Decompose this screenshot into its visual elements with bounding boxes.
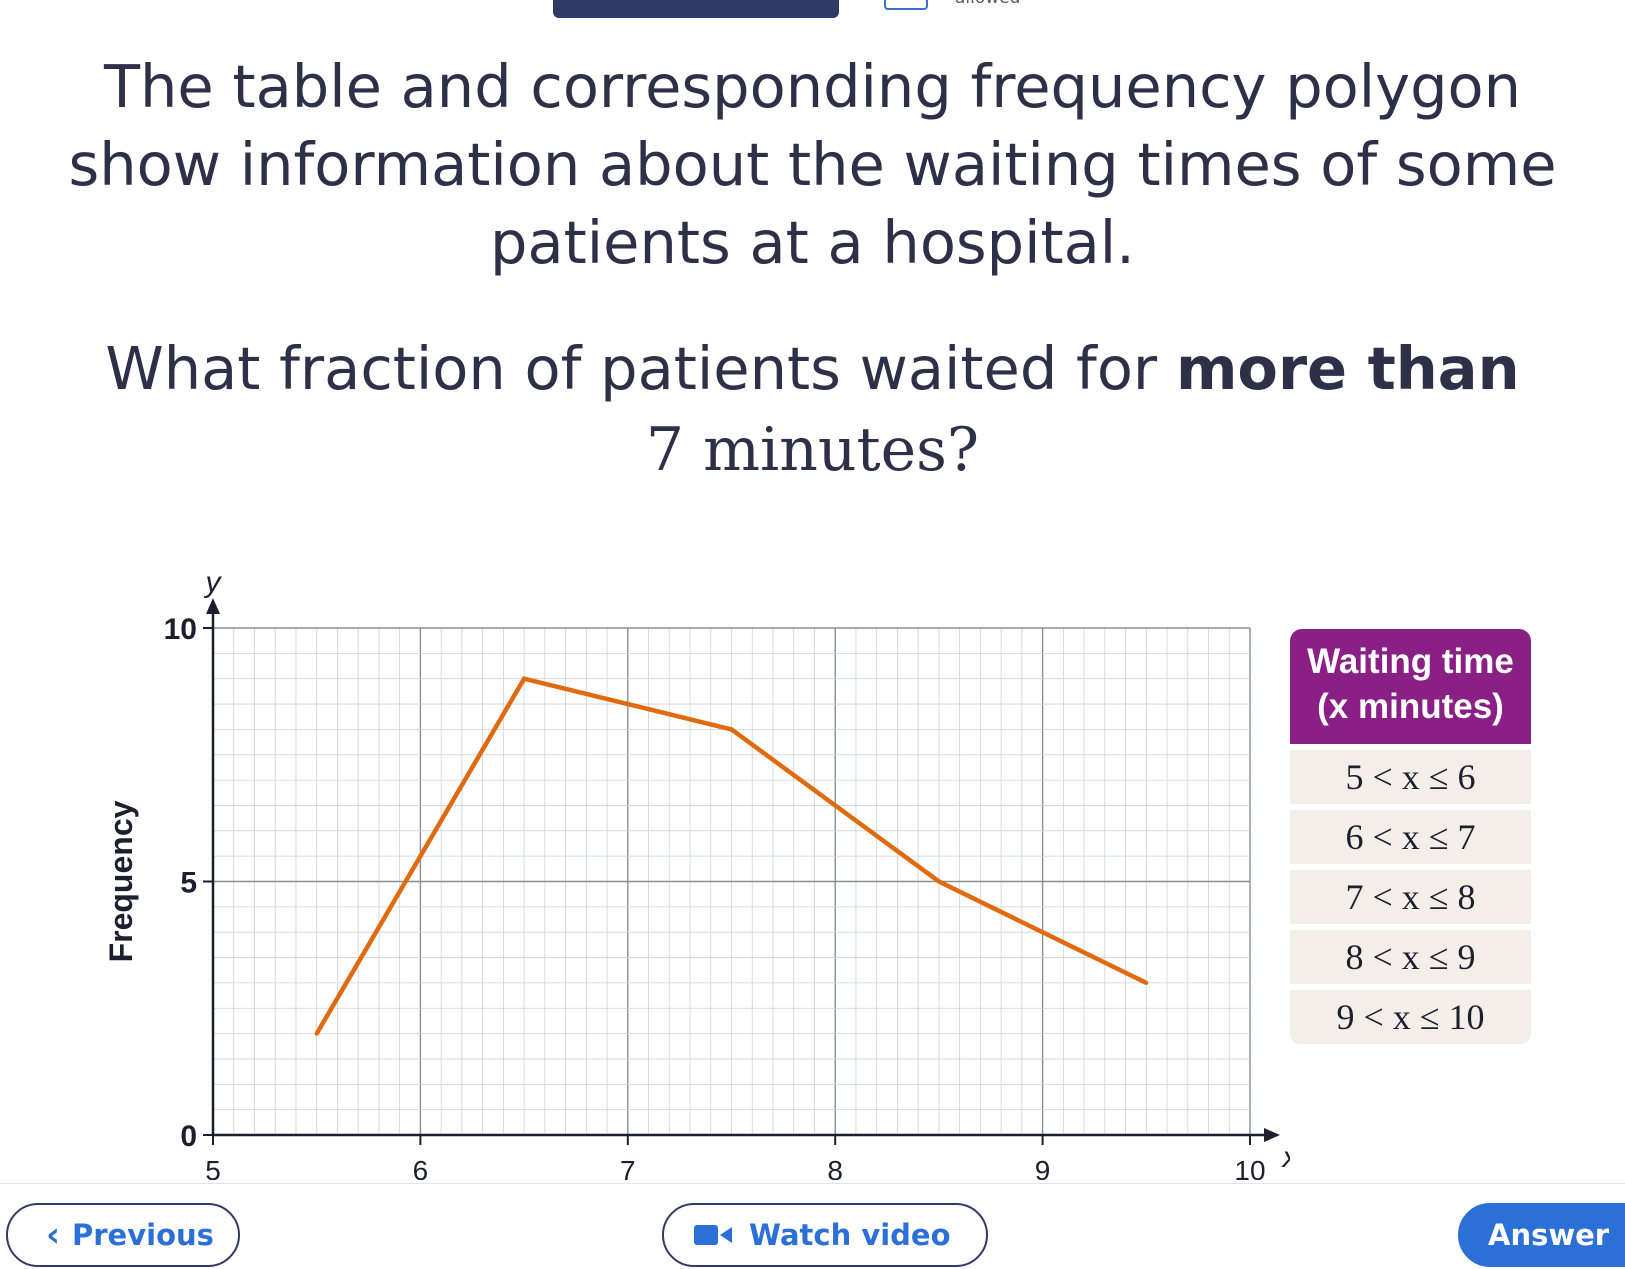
calculator-status: allowed xyxy=(955,0,1020,8)
y-tick-label: 5 xyxy=(180,867,197,900)
frequency-polygon-chart: 56789100510xyFrequency xyxy=(103,566,1290,1180)
y-axis-label: y xyxy=(204,566,223,599)
question-intro: The table and corresponding frequency po… xyxy=(68,52,1557,277)
table-header: Waiting time (x minutes) xyxy=(1290,629,1531,744)
answer-button[interactable]: Answer xyxy=(1458,1203,1625,1267)
table-header-line2: (x minutes) xyxy=(1317,687,1504,726)
x-tick-label: 6 xyxy=(413,1155,429,1180)
previous-button[interactable]: ‹ Previous xyxy=(6,1203,240,1267)
chart-series xyxy=(314,676,1149,1036)
table-row: 7 < x ≤ 8 xyxy=(1290,870,1531,924)
x-tick-label: 9 xyxy=(1035,1155,1051,1180)
watch-video-button[interactable]: Watch video xyxy=(662,1203,988,1267)
x-tick-label: 10 xyxy=(1234,1155,1265,1180)
chevron-left-icon: ‹ xyxy=(46,1215,61,1255)
previous-button-label: Previous xyxy=(72,1218,214,1252)
video-camera-lens-icon xyxy=(720,1227,732,1243)
answer-button-label: Answer xyxy=(1488,1218,1610,1252)
x-axis-arrow xyxy=(1264,1128,1280,1142)
x-tick-label: 5 xyxy=(205,1155,221,1180)
waiting-time-table: Waiting time (x minutes) 5 < x ≤ 6 6 < x… xyxy=(1290,629,1531,1044)
calculator-icon xyxy=(884,0,928,10)
table-row: 9 < x ≤ 10 xyxy=(1290,990,1531,1044)
chart-axes xyxy=(203,598,1280,1145)
y-tick-label: 0 xyxy=(180,1120,197,1153)
data-point xyxy=(522,676,527,681)
y-tick-label: 10 xyxy=(164,613,197,646)
progress-bar xyxy=(553,0,839,18)
table-row: 5 < x ≤ 6 xyxy=(1290,750,1531,804)
y-axis-title: Frequency xyxy=(103,800,139,962)
table-row: 8 < x ≤ 9 xyxy=(1290,930,1531,984)
table-header-line1: Waiting time xyxy=(1307,642,1514,681)
question-prompt-text: What fraction of patients waited for xyxy=(105,334,1176,403)
data-point xyxy=(1144,980,1149,985)
question-prompt: What fraction of patients waited for mor… xyxy=(30,330,1595,408)
x-tick-label: 8 xyxy=(827,1155,843,1180)
watch-video-label: Watch video xyxy=(749,1218,951,1252)
question-prompt-emphasis: more than xyxy=(1175,334,1520,403)
footer-divider xyxy=(0,1183,1625,1184)
data-point xyxy=(314,1031,319,1036)
data-point xyxy=(936,879,941,884)
x-axis-label: x xyxy=(1281,1141,1291,1174)
question-prompt-end: 7 minutes? xyxy=(645,415,980,485)
x-tick-label: 7 xyxy=(620,1155,636,1180)
video-camera-icon xyxy=(694,1225,718,1245)
chart-labels: 56789100510xyFrequency xyxy=(103,566,1290,1180)
data-point xyxy=(729,727,734,732)
table-row: 6 < x ≤ 7 xyxy=(1290,810,1531,864)
chart-grid xyxy=(212,627,1251,1136)
y-axis-arrow xyxy=(206,598,220,614)
